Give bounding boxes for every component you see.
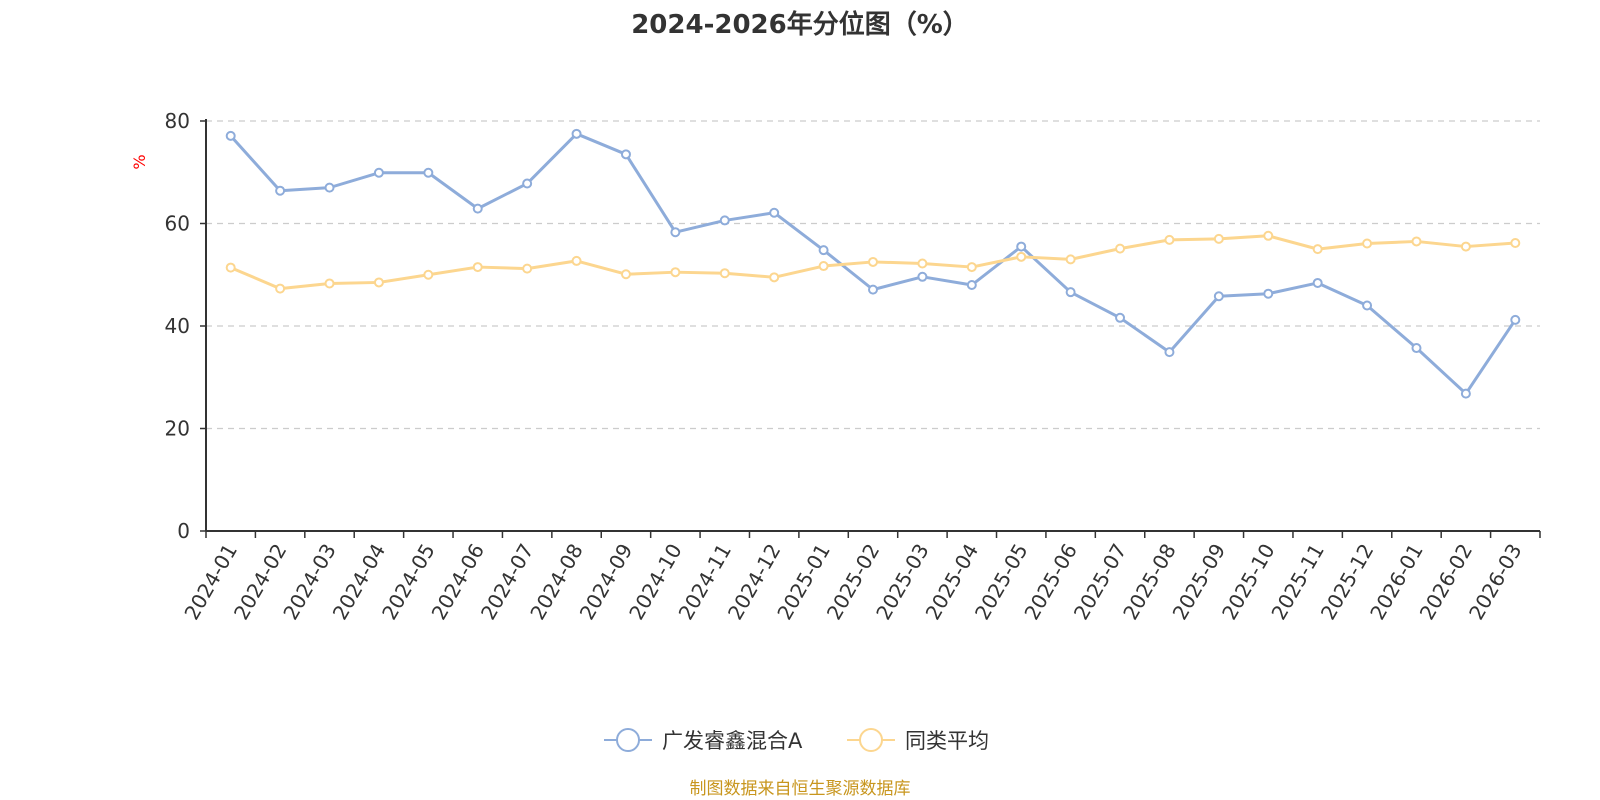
- x-axis-ticks: 2024-012024-022024-032024-042024-052024-…: [179, 531, 1541, 624]
- data-point[interactable]: [1065, 287, 1076, 298]
- chart-title: 2024-2026年分位图（%）: [631, 9, 969, 40]
- data-point[interactable]: [1510, 314, 1521, 325]
- data-point[interactable]: [225, 130, 236, 141]
- data-point[interactable]: [423, 167, 434, 178]
- data-point[interactable]: [1263, 288, 1274, 299]
- data-point[interactable]: [1312, 277, 1323, 288]
- legend-marker-icon: [616, 728, 640, 752]
- data-point[interactable]: [1460, 388, 1471, 399]
- data-point[interactable]: [275, 185, 286, 196]
- data-point[interactable]: [1115, 312, 1126, 323]
- data-point[interactable]: [522, 178, 533, 189]
- legend-item[interactable]: 广发睿鑫混合A: [604, 728, 803, 753]
- data-point[interactable]: [324, 278, 335, 289]
- data-point[interactable]: [966, 262, 977, 273]
- data-point[interactable]: [769, 207, 780, 218]
- series-layer: [225, 128, 1521, 399]
- data-point[interactable]: [225, 262, 236, 273]
- data-point[interactable]: [670, 227, 681, 238]
- data-point[interactable]: [1164, 234, 1175, 245]
- data-point[interactable]: [472, 262, 483, 273]
- data-point[interactable]: [1016, 251, 1027, 262]
- data-point[interactable]: [620, 269, 631, 280]
- data-point[interactable]: [373, 167, 384, 178]
- data-point[interactable]: [966, 280, 977, 290]
- data-point[interactable]: [1164, 347, 1175, 358]
- data-point[interactable]: [1510, 237, 1521, 248]
- series-2: [225, 230, 1521, 294]
- y-axis-unit-label: %: [130, 154, 149, 169]
- data-point[interactable]: [868, 256, 878, 267]
- y-tick-label: 20: [165, 417, 190, 441]
- data-point[interactable]: [1411, 236, 1422, 247]
- data-point[interactable]: [472, 203, 483, 214]
- data-point[interactable]: [275, 283, 286, 294]
- data-point[interactable]: [1312, 244, 1323, 255]
- data-point[interactable]: [571, 128, 582, 139]
- data-point[interactable]: [1362, 300, 1373, 311]
- data-point[interactable]: [571, 255, 582, 266]
- data-point[interactable]: [917, 271, 928, 282]
- data-point[interactable]: [818, 245, 829, 256]
- legend[interactable]: 广发睿鑫混合A 同类平均: [604, 728, 989, 753]
- data-point[interactable]: [1213, 233, 1224, 244]
- data-point[interactable]: [1460, 241, 1471, 252]
- data-point[interactable]: [818, 261, 829, 272]
- legend-item[interactable]: 同类平均: [847, 728, 989, 753]
- axes: [205, 119, 1540, 532]
- legend-marker-icon: [859, 728, 883, 752]
- legend-label: 广发睿鑫混合A: [662, 729, 803, 753]
- data-point[interactable]: [917, 258, 928, 269]
- legend-label: 同类平均: [905, 729, 989, 753]
- series-1: [225, 128, 1521, 399]
- data-point[interactable]: [868, 284, 878, 295]
- y-axis-ticks: 0 20 40 60 80: [165, 109, 206, 543]
- data-point[interactable]: [1362, 238, 1373, 249]
- grid-lines: [206, 120, 1540, 430]
- data-point[interactable]: [769, 272, 780, 283]
- data-point[interactable]: [670, 267, 681, 278]
- y-tick-label: 80: [165, 109, 190, 133]
- data-point[interactable]: [719, 268, 730, 279]
- data-point[interactable]: [1065, 254, 1076, 265]
- data-source-footer: 制图数据来自恒生聚源数据库: [690, 779, 911, 799]
- data-point[interactable]: [423, 269, 434, 280]
- data-point[interactable]: [522, 263, 533, 274]
- data-point[interactable]: [1411, 343, 1422, 354]
- data-point[interactable]: [1263, 230, 1274, 241]
- data-point[interactable]: [373, 277, 384, 288]
- data-point[interactable]: [620, 149, 631, 160]
- y-tick-label: 0: [177, 519, 190, 543]
- data-point[interactable]: [1115, 243, 1126, 254]
- data-point[interactable]: [324, 182, 335, 193]
- data-point[interactable]: [1213, 291, 1224, 302]
- y-tick-label: 40: [165, 314, 190, 338]
- y-tick-label: 60: [165, 212, 190, 236]
- data-point[interactable]: [1016, 241, 1027, 252]
- data-point[interactable]: [719, 215, 730, 226]
